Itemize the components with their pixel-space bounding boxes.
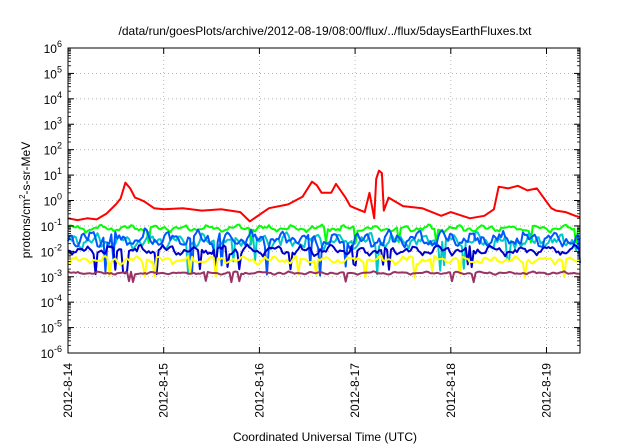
series-line-1 [67, 223, 581, 246]
y-tick-exponent: 2 [57, 141, 62, 151]
y-tick-base: 10 [44, 67, 58, 81]
y-axis-label-rest: -s-sr-MeV [19, 142, 33, 195]
y-tick-base: 10 [41, 322, 55, 336]
x-tick-label: 2012-8-14 [61, 363, 75, 418]
x-axis-label: Coordinated Universal Time (UTC) [233, 430, 417, 444]
tick-layer: 10610510410310210110010-110-210-310-410-… [41, 39, 580, 418]
y-tick-exponent: -5 [54, 319, 62, 329]
y-tick-label: 103 [44, 115, 62, 132]
y-tick-exponent: 3 [57, 115, 62, 125]
y-tick-label: 101 [44, 166, 62, 183]
series-line-6 [67, 270, 581, 284]
x-tick-label: 2012-8-18 [444, 363, 458, 418]
y-tick-label: 100 [44, 192, 62, 209]
y-tick-label: 10-2 [41, 242, 62, 259]
y-tick-exponent: 4 [57, 90, 62, 100]
y-tick-base: 10 [44, 118, 58, 132]
y-tick-exponent: 5 [57, 64, 62, 74]
y-tick-base: 10 [44, 169, 58, 183]
chart-title: /data/run/goesPlots/archive/2012-08-19/0… [119, 24, 533, 38]
x-tick-label: 2012-8-16 [252, 363, 266, 418]
y-tick-exponent: -2 [54, 242, 62, 252]
y-axis-label: protons/cm2-s-sr-MeV [18, 142, 33, 258]
y-axis-label-main: protons/cm [19, 199, 33, 258]
x-tick-label: 2012-8-19 [540, 363, 554, 418]
y-tick-label: 10-4 [41, 293, 62, 310]
y-tick-label: 10-3 [41, 268, 62, 285]
y-axis-label-sup: 2 [18, 194, 27, 199]
y-tick-label: 104 [44, 90, 62, 107]
y-tick-label: 106 [44, 39, 62, 56]
y-tick-exponent: 0 [57, 192, 62, 202]
y-tick-base: 10 [41, 245, 55, 259]
series-line-2 [67, 231, 581, 276]
y-tick-base: 10 [41, 271, 55, 285]
series-line-4 [67, 243, 580, 276]
x-tick-label: 2012-8-15 [157, 363, 171, 418]
series-line-3 [67, 227, 581, 277]
y-tick-base: 10 [41, 296, 55, 310]
series-line-5 [67, 254, 581, 279]
series-line-0 [67, 169, 581, 223]
y-tick-label: 105 [44, 64, 62, 81]
y-tick-label: 102 [44, 141, 62, 158]
y-tick-exponent: -6 [54, 344, 62, 354]
y-tick-base: 10 [44, 195, 58, 209]
series-layer [67, 169, 581, 284]
y-tick-exponent: -1 [54, 217, 62, 227]
y-tick-base: 10 [44, 93, 58, 107]
y-tick-label: 10-6 [41, 344, 62, 361]
y-tick-base: 10 [41, 220, 55, 234]
y-tick-exponent: -3 [54, 268, 62, 278]
y-tick-exponent: -4 [54, 293, 62, 303]
y-tick-label: 10-5 [41, 319, 62, 336]
y-tick-exponent: 6 [57, 39, 62, 49]
y-tick-base: 10 [41, 347, 55, 361]
y-tick-base: 10 [44, 42, 58, 56]
y-tick-label: 10-1 [41, 217, 62, 234]
x-tick-label: 2012-8-17 [348, 363, 362, 418]
y-tick-exponent: 1 [57, 166, 62, 176]
y-tick-base: 10 [44, 144, 58, 158]
